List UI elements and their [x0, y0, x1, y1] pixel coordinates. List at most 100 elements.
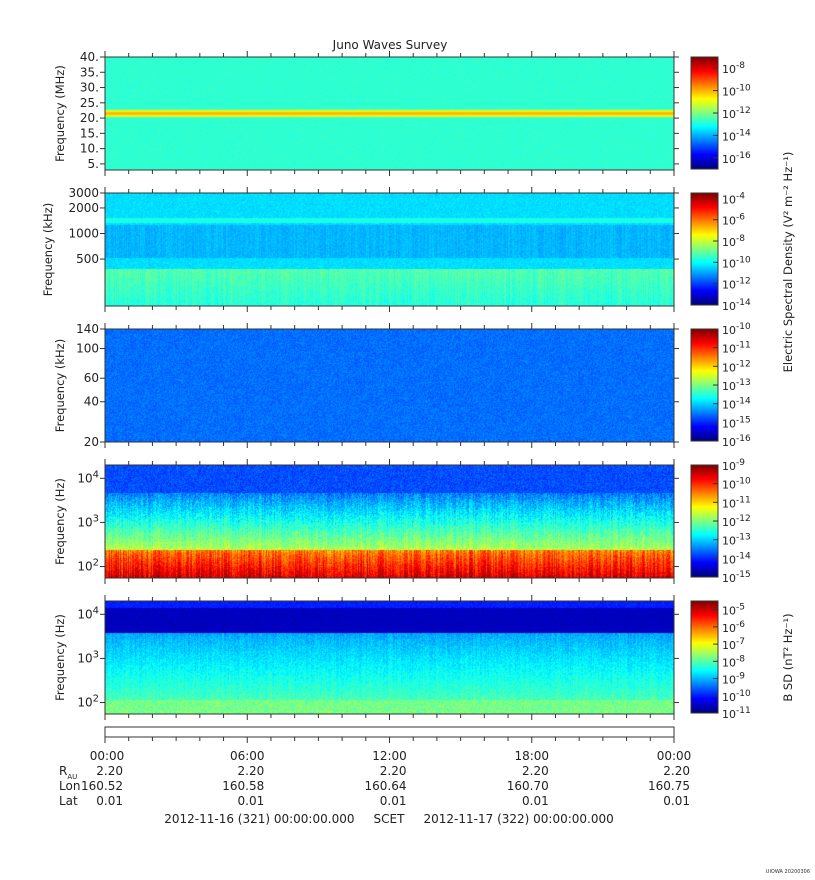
colorbar-tick-label: 10-8	[722, 61, 745, 76]
colorbar-tick-label: 10-14	[722, 397, 751, 412]
colorbar-tick-label: 10-13	[722, 533, 751, 548]
spectrogram-panels: 40.35. 30.25.20.15. 10.5. Frequency (MHz) 10…	[41, 50, 795, 721]
y-tick-label: 40.	[80, 50, 99, 64]
colorbar-tick-label: 10-14	[722, 298, 751, 313]
x-tick-label: 00:00	[90, 749, 125, 763]
colorbar-tick-label: 10-12	[722, 359, 751, 374]
colorbar-tick-label: 10-12	[722, 106, 751, 121]
ephemeris-value: 0.01	[380, 794, 407, 808]
ephemeris-value: 160.75	[648, 779, 690, 793]
y-tick-label: 103	[77, 513, 99, 529]
y-tick-label: 20.	[80, 111, 99, 125]
colorbar-tick-label: 10-10	[722, 477, 751, 492]
colorbar-label: Electric Spectral Density (V² m⁻² Hz⁻¹)	[781, 152, 795, 373]
ephemeris-label: Lat	[59, 794, 78, 808]
y-tick-label: 104	[77, 605, 99, 621]
colorbar-tick-label: 10-11	[722, 706, 751, 721]
spectrogram-image	[105, 193, 674, 306]
y-tick-label: 100	[76, 342, 99, 356]
colorbar-tick-label: 10-5	[722, 603, 745, 618]
y-tick-label: 1000	[68, 227, 99, 241]
colorbar-tick-label: 10-10	[722, 689, 751, 704]
chart-title: Juno Waves Survey	[332, 38, 448, 52]
y-tick-label: 3000	[68, 186, 99, 200]
y-tick-label: 5.	[88, 157, 99, 171]
x-tick-label: 06:00	[230, 749, 265, 763]
colorbar-tick-label: 10-15	[722, 415, 751, 430]
ephemeris-value: 0.01	[663, 794, 690, 808]
ephemeris-value: 0.01	[238, 794, 265, 808]
panel-3: 140 100 60 40 20 Frequency (kHz) 10-10 10-11 10-…	[53, 152, 795, 449]
spectrogram-image	[105, 329, 674, 442]
ephemeris-value: 160.64	[365, 779, 407, 793]
panel-4: 104 103 102 Frequency (Hz) 10-9 10-10 10-11 10-…	[53, 458, 751, 585]
colorbar-tick-label: 10-6	[722, 620, 745, 635]
y-tick-label: 35.	[80, 65, 99, 79]
spectrogram-image	[105, 57, 674, 170]
colorbar-tick-label: 10-15	[722, 570, 751, 585]
ephemeris-value: 2.20	[663, 764, 690, 778]
spectrogram-image	[105, 465, 674, 578]
time-axis: 00:00 06:00 12:00 18:00 00:00 RAU 2.20 2.20 2.20…	[59, 726, 691, 826]
y-tick-label: 102	[77, 558, 99, 574]
ephemeris-value: 160.52	[81, 779, 123, 793]
colorbar-tick-label: 10-16	[722, 434, 751, 449]
panel-1: 40.35. 30.25.20.15. 10.5. Frequency (MHz) 10…	[53, 50, 751, 176]
panel-5: 104 103 102 Frequency (Hz) 10-5 10-6 10-7 10-8 1…	[53, 595, 795, 721]
ephemeris-value: 2.20	[96, 764, 123, 778]
x-tick-label: 18:00	[514, 749, 549, 763]
ephemeris-value: 160.70	[507, 779, 549, 793]
colorbar-label: B SD (nT² Hz⁻¹)	[781, 613, 795, 701]
ephemeris-value: 2.20	[238, 764, 265, 778]
ephemeris-label: RAU	[59, 764, 77, 781]
y-tick-label: 102	[77, 694, 99, 710]
colorbar-tick-label: 10-10	[722, 84, 751, 99]
y-tick-label: 140	[76, 322, 99, 336]
ephemeris-value: 160.58	[222, 779, 264, 793]
y-tick-label: 103	[77, 649, 99, 665]
y-axis-label: Frequency (kHz)	[41, 203, 55, 296]
colorbar-tick-label: 10-9	[722, 672, 745, 687]
ephemeris-value: 2.20	[522, 764, 549, 778]
y-tick-label: 40	[84, 395, 99, 409]
colorbar-frame	[690, 192, 719, 306]
colorbar-tick-label: 10-12	[722, 514, 751, 529]
ephemeris-label: Lon	[59, 779, 80, 793]
y-tick-label: 10.	[80, 142, 99, 156]
colorbar-tick-label: 10-14	[722, 128, 751, 143]
y-tick-label: 2000	[68, 201, 99, 215]
colorbar-tick-label: 10-10	[722, 255, 751, 270]
time-range: 2012-11-16 (321) 00:00:00.000 SCET 2012-…	[164, 812, 614, 826]
colorbar-tick-label: 10-8	[722, 654, 745, 669]
y-axis-label: Frequency (Hz)	[53, 614, 67, 701]
colorbar-tick-label: 10-4	[722, 191, 745, 206]
time-strip	[104, 726, 675, 738]
y-tick-label: 30.	[80, 81, 99, 95]
colorbar-tick-label: 10-9	[722, 458, 745, 473]
colorbar-frame	[690, 600, 719, 714]
colorbar-tick-label: 10-8	[722, 234, 745, 249]
colorbar-tick-label: 10-11	[722, 341, 751, 356]
colorbar-tick-label: 10-11	[722, 495, 751, 510]
y-tick-label: 104	[77, 469, 99, 485]
ephemeris-value: 0.01	[96, 794, 123, 808]
y-tick-label: 15.	[80, 126, 99, 140]
colorbar-tick-label: 10-16	[722, 151, 751, 166]
credit-stamp: UIOWA 20200306	[766, 869, 810, 875]
colorbar-tick-label: 10-6	[722, 213, 745, 228]
colorbar	[691, 601, 718, 713]
y-tick-label: 20	[84, 435, 99, 449]
colorbar-tick-label: 10-13	[722, 378, 751, 393]
spectrogram-image	[105, 601, 674, 714]
colorbar-tick-label: 10-7	[722, 637, 745, 652]
colorbar-tick-label: 10-14	[722, 551, 751, 566]
colorbar	[691, 193, 718, 305]
ephemeris-value: 2.20	[380, 764, 407, 778]
y-axis-label: Frequency (MHz)	[53, 65, 67, 162]
y-axis-label: Frequency (kHz)	[53, 339, 67, 432]
y-tick-label: 60	[84, 371, 99, 385]
colorbar-tick-label: 10-12	[722, 277, 751, 292]
ephemeris-value: 0.01	[522, 794, 549, 808]
